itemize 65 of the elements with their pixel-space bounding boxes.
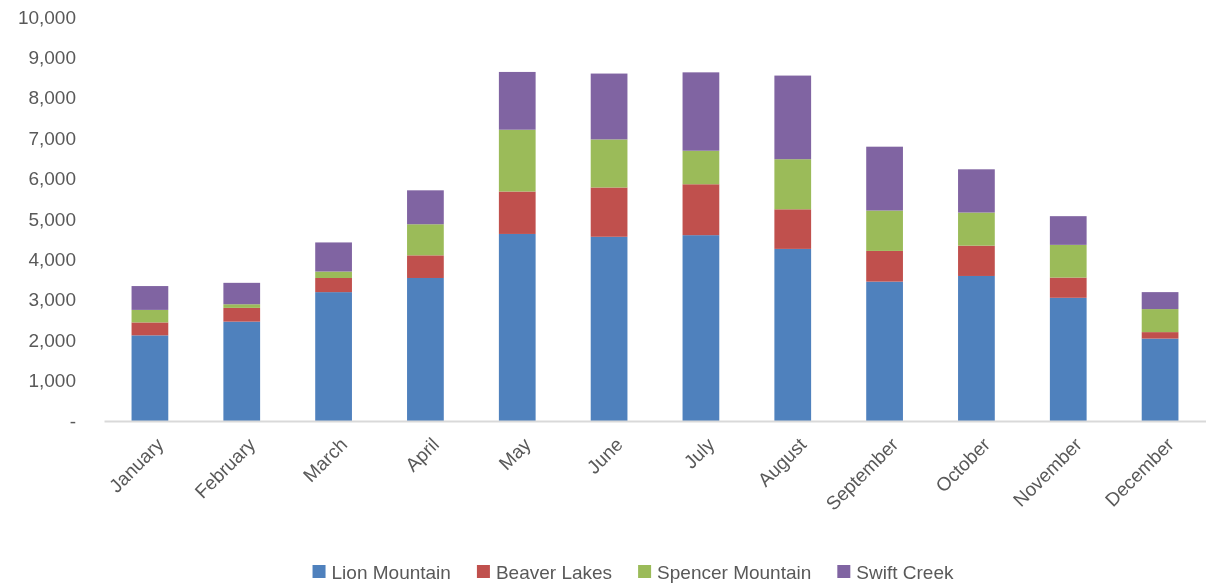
bar (958, 275, 995, 421)
y-tick-label: 5,000 (28, 208, 76, 230)
y-tick-label: 1,000 (28, 370, 76, 392)
bar (1141, 338, 1179, 421)
bar (407, 277, 444, 421)
bar (498, 71, 536, 130)
bar (958, 212, 995, 246)
bar (590, 73, 628, 140)
bar (590, 187, 628, 237)
bar (498, 233, 536, 421)
bar (315, 271, 352, 278)
bar (223, 282, 261, 305)
y-tick-label: 8,000 (28, 87, 76, 109)
bar (131, 309, 169, 323)
bar (131, 335, 169, 421)
bar (1049, 277, 1087, 298)
x-tick-label: July (679, 433, 719, 473)
bar (682, 184, 720, 236)
bar (1141, 292, 1179, 310)
bar (590, 236, 628, 421)
bar (682, 150, 720, 185)
bar (958, 169, 995, 213)
bar (1141, 309, 1179, 333)
legend-label: Swift Creek (856, 561, 954, 583)
legend-label: Lion Mountain (331, 561, 451, 583)
bar (498, 191, 536, 234)
bar (315, 277, 352, 293)
bar (866, 146, 903, 211)
y-tick-label: 9,000 (28, 46, 76, 68)
bar (1049, 216, 1087, 245)
y-tick-label: 7,000 (28, 127, 76, 149)
bar (774, 75, 812, 160)
bar (223, 304, 261, 308)
y-tick-label: 10,000 (17, 6, 76, 28)
bar (407, 190, 444, 225)
legend-label: Beaver Lakes (495, 561, 613, 583)
y-tick-label: 4,000 (28, 248, 76, 270)
bar (866, 250, 903, 282)
bar (315, 292, 352, 421)
y-tick-label: - (69, 410, 76, 432)
bar (131, 286, 169, 310)
bar (774, 159, 812, 210)
y-tick-label: 3,000 (28, 289, 76, 311)
bar (682, 72, 720, 151)
bar (1049, 297, 1087, 421)
legend-label: Spencer Mountain (657, 561, 812, 583)
bar (958, 245, 995, 276)
bar (407, 224, 444, 256)
bar (682, 235, 720, 421)
bar (223, 307, 261, 322)
y-tick-label: 6,000 (28, 168, 76, 190)
y-tick-label: 2,000 (28, 329, 76, 351)
bar (590, 139, 628, 188)
bar (866, 210, 903, 251)
bar (1141, 332, 1179, 339)
bar (407, 255, 444, 278)
x-tick-label: May (494, 433, 536, 475)
bar (1049, 244, 1087, 278)
bar (866, 281, 903, 421)
bar (774, 209, 812, 249)
bar (315, 242, 352, 272)
bar (498, 129, 536, 192)
bar (774, 248, 812, 421)
bar (131, 322, 169, 336)
bar (223, 321, 261, 421)
